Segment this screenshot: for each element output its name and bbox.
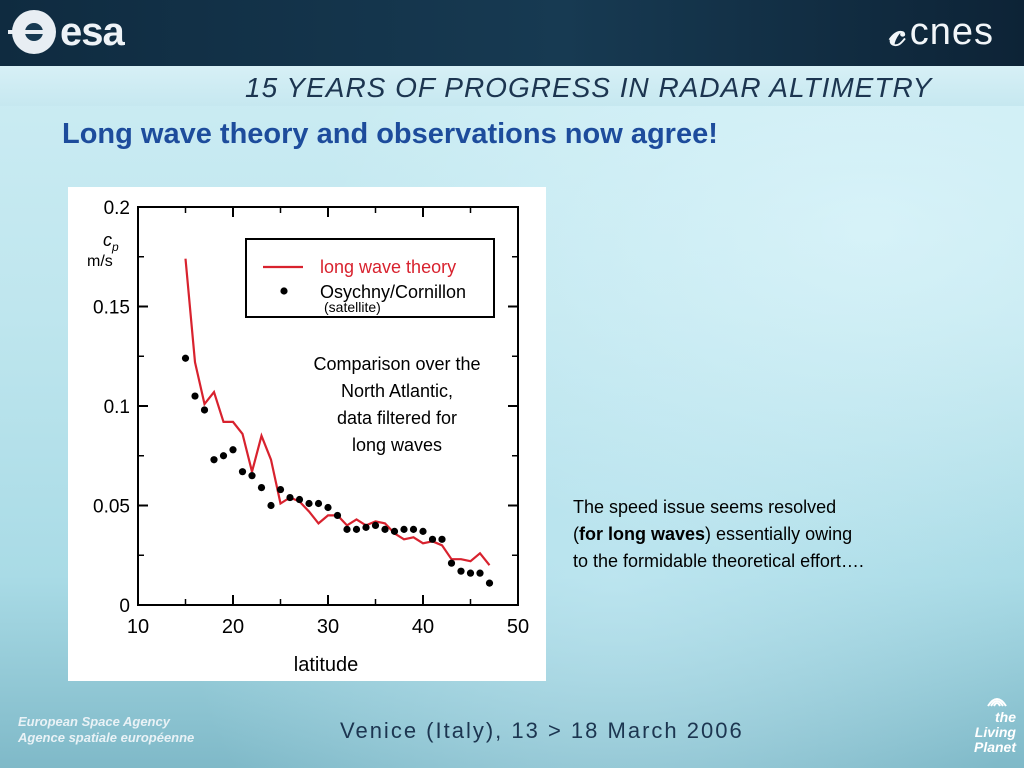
observation-point <box>438 535 446 543</box>
y-axis-label: cp <box>103 230 119 254</box>
observation-point <box>457 567 465 575</box>
comparison-line: North Atlantic, <box>340 381 454 401</box>
observation-point <box>314 499 323 508</box>
conference-banner: 15 YEARS OF PROGRESS IN RADAR ALTIMETRY <box>0 66 1024 106</box>
observation-point <box>324 503 332 512</box>
note-line: (for long waves) essentially owing <box>573 524 853 544</box>
observation-point <box>419 527 427 535</box>
observation-point <box>295 495 304 504</box>
esa-logo: esa <box>8 8 125 56</box>
note-emphasis: for long waves <box>579 524 706 544</box>
x-axis-label: latitude <box>294 654 359 676</box>
agency-name-en: European Space Agency <box>18 714 170 729</box>
observation-point <box>248 472 256 480</box>
observation-point <box>352 525 361 533</box>
observation-point <box>200 406 209 414</box>
note-line: to the formidable theoretical effort…. <box>573 551 864 571</box>
note-line: The speed issue seems resolved <box>573 497 837 517</box>
observation-point <box>343 525 351 533</box>
observation-point <box>476 569 484 577</box>
cnes-logo-icon: 𝒸 <box>889 10 906 54</box>
esa-agency-footer: European Space Agency Agence spatiale eu… <box>18 714 194 746</box>
observation-point <box>238 468 247 476</box>
y-tick-label: 0.2 <box>104 198 130 219</box>
slide-title: Long wave theory and observations now ag… <box>62 118 718 150</box>
legend-observation-swatch <box>280 287 288 295</box>
y-tick-label: 0.05 <box>93 497 130 518</box>
esa-logo-icon <box>8 10 56 54</box>
explanation-text: The speed issue seems resolved (for long… <box>573 494 973 575</box>
observation-point <box>267 501 275 510</box>
living-planet-the: the <box>995 709 1016 725</box>
observation-point <box>409 525 418 533</box>
observation-point <box>390 527 399 535</box>
cnes-logo: 𝒸 cnes <box>890 10 994 55</box>
observation-point <box>428 535 437 543</box>
y-tick-label: 0.1 <box>104 397 130 418</box>
y-tick-label: 0 <box>119 596 130 617</box>
observation-point <box>276 485 285 494</box>
observation-point <box>191 392 199 400</box>
y-axis-unit: m/s <box>87 253 113 270</box>
cnes-logo-text: cnes <box>909 11 994 53</box>
y-tick-label: 0.15 <box>93 298 130 319</box>
observation-point <box>219 452 228 460</box>
agency-name-fr: Agence spatiale européenne <box>18 730 195 745</box>
observation-point <box>305 499 313 508</box>
comparison-line: data filtered for <box>336 408 458 428</box>
legend-theory-label: long wave theory <box>320 257 456 277</box>
chart: 10 20 30 40 50 0 0.05 0.1 0.15 0.2 long wave theo… <box>93 198 529 676</box>
comparison-line: Comparison over the <box>313 354 481 374</box>
legend-box <box>245 238 495 318</box>
observation-point <box>257 483 266 492</box>
observation-point <box>181 354 190 362</box>
observation-point <box>485 579 494 587</box>
banner-title: 15 YEARS OF PROGRESS IN RADAR ALTIMETRY <box>245 72 933 103</box>
x-tick-label: 30 <box>317 616 339 638</box>
comparison-annotation: Comparison over the North Atlantic, data… <box>286 351 508 459</box>
x-tick-label: 40 <box>412 616 434 638</box>
observation-point <box>381 525 389 533</box>
esa-logo-text: esa <box>60 9 125 54</box>
living-planet-icon <box>987 698 1007 707</box>
legend-satellite-note: (satellite) <box>324 299 381 315</box>
chart-panel: 10 20 30 40 50 0 0.05 0.1 0.15 0.2 long wave theo… <box>68 187 546 681</box>
observation-point <box>333 511 342 520</box>
living-planet-logo: the Living Planet <box>936 690 1016 760</box>
legend-observation-label: Osychny/Cornillon <box>320 282 466 302</box>
x-tick-label: 50 <box>507 616 529 638</box>
observation-point <box>362 523 370 531</box>
comparison-line: long waves <box>351 435 443 455</box>
observation-point <box>371 521 380 529</box>
observation-point <box>210 456 218 464</box>
x-tick-label: 20 <box>222 616 244 638</box>
header-bar: esa 𝒸 cnes <box>0 0 1024 66</box>
observation-point <box>447 559 456 567</box>
living-planet-name: Living Planet <box>973 724 1016 755</box>
observation-point <box>400 525 408 533</box>
observation-point <box>286 493 294 502</box>
observation-point <box>466 569 475 577</box>
x-tick-label: 10 <box>127 616 149 638</box>
observation-point <box>229 446 237 454</box>
venue-text: Venice (Italy), 13 > 18 March 2006 <box>340 718 744 743</box>
